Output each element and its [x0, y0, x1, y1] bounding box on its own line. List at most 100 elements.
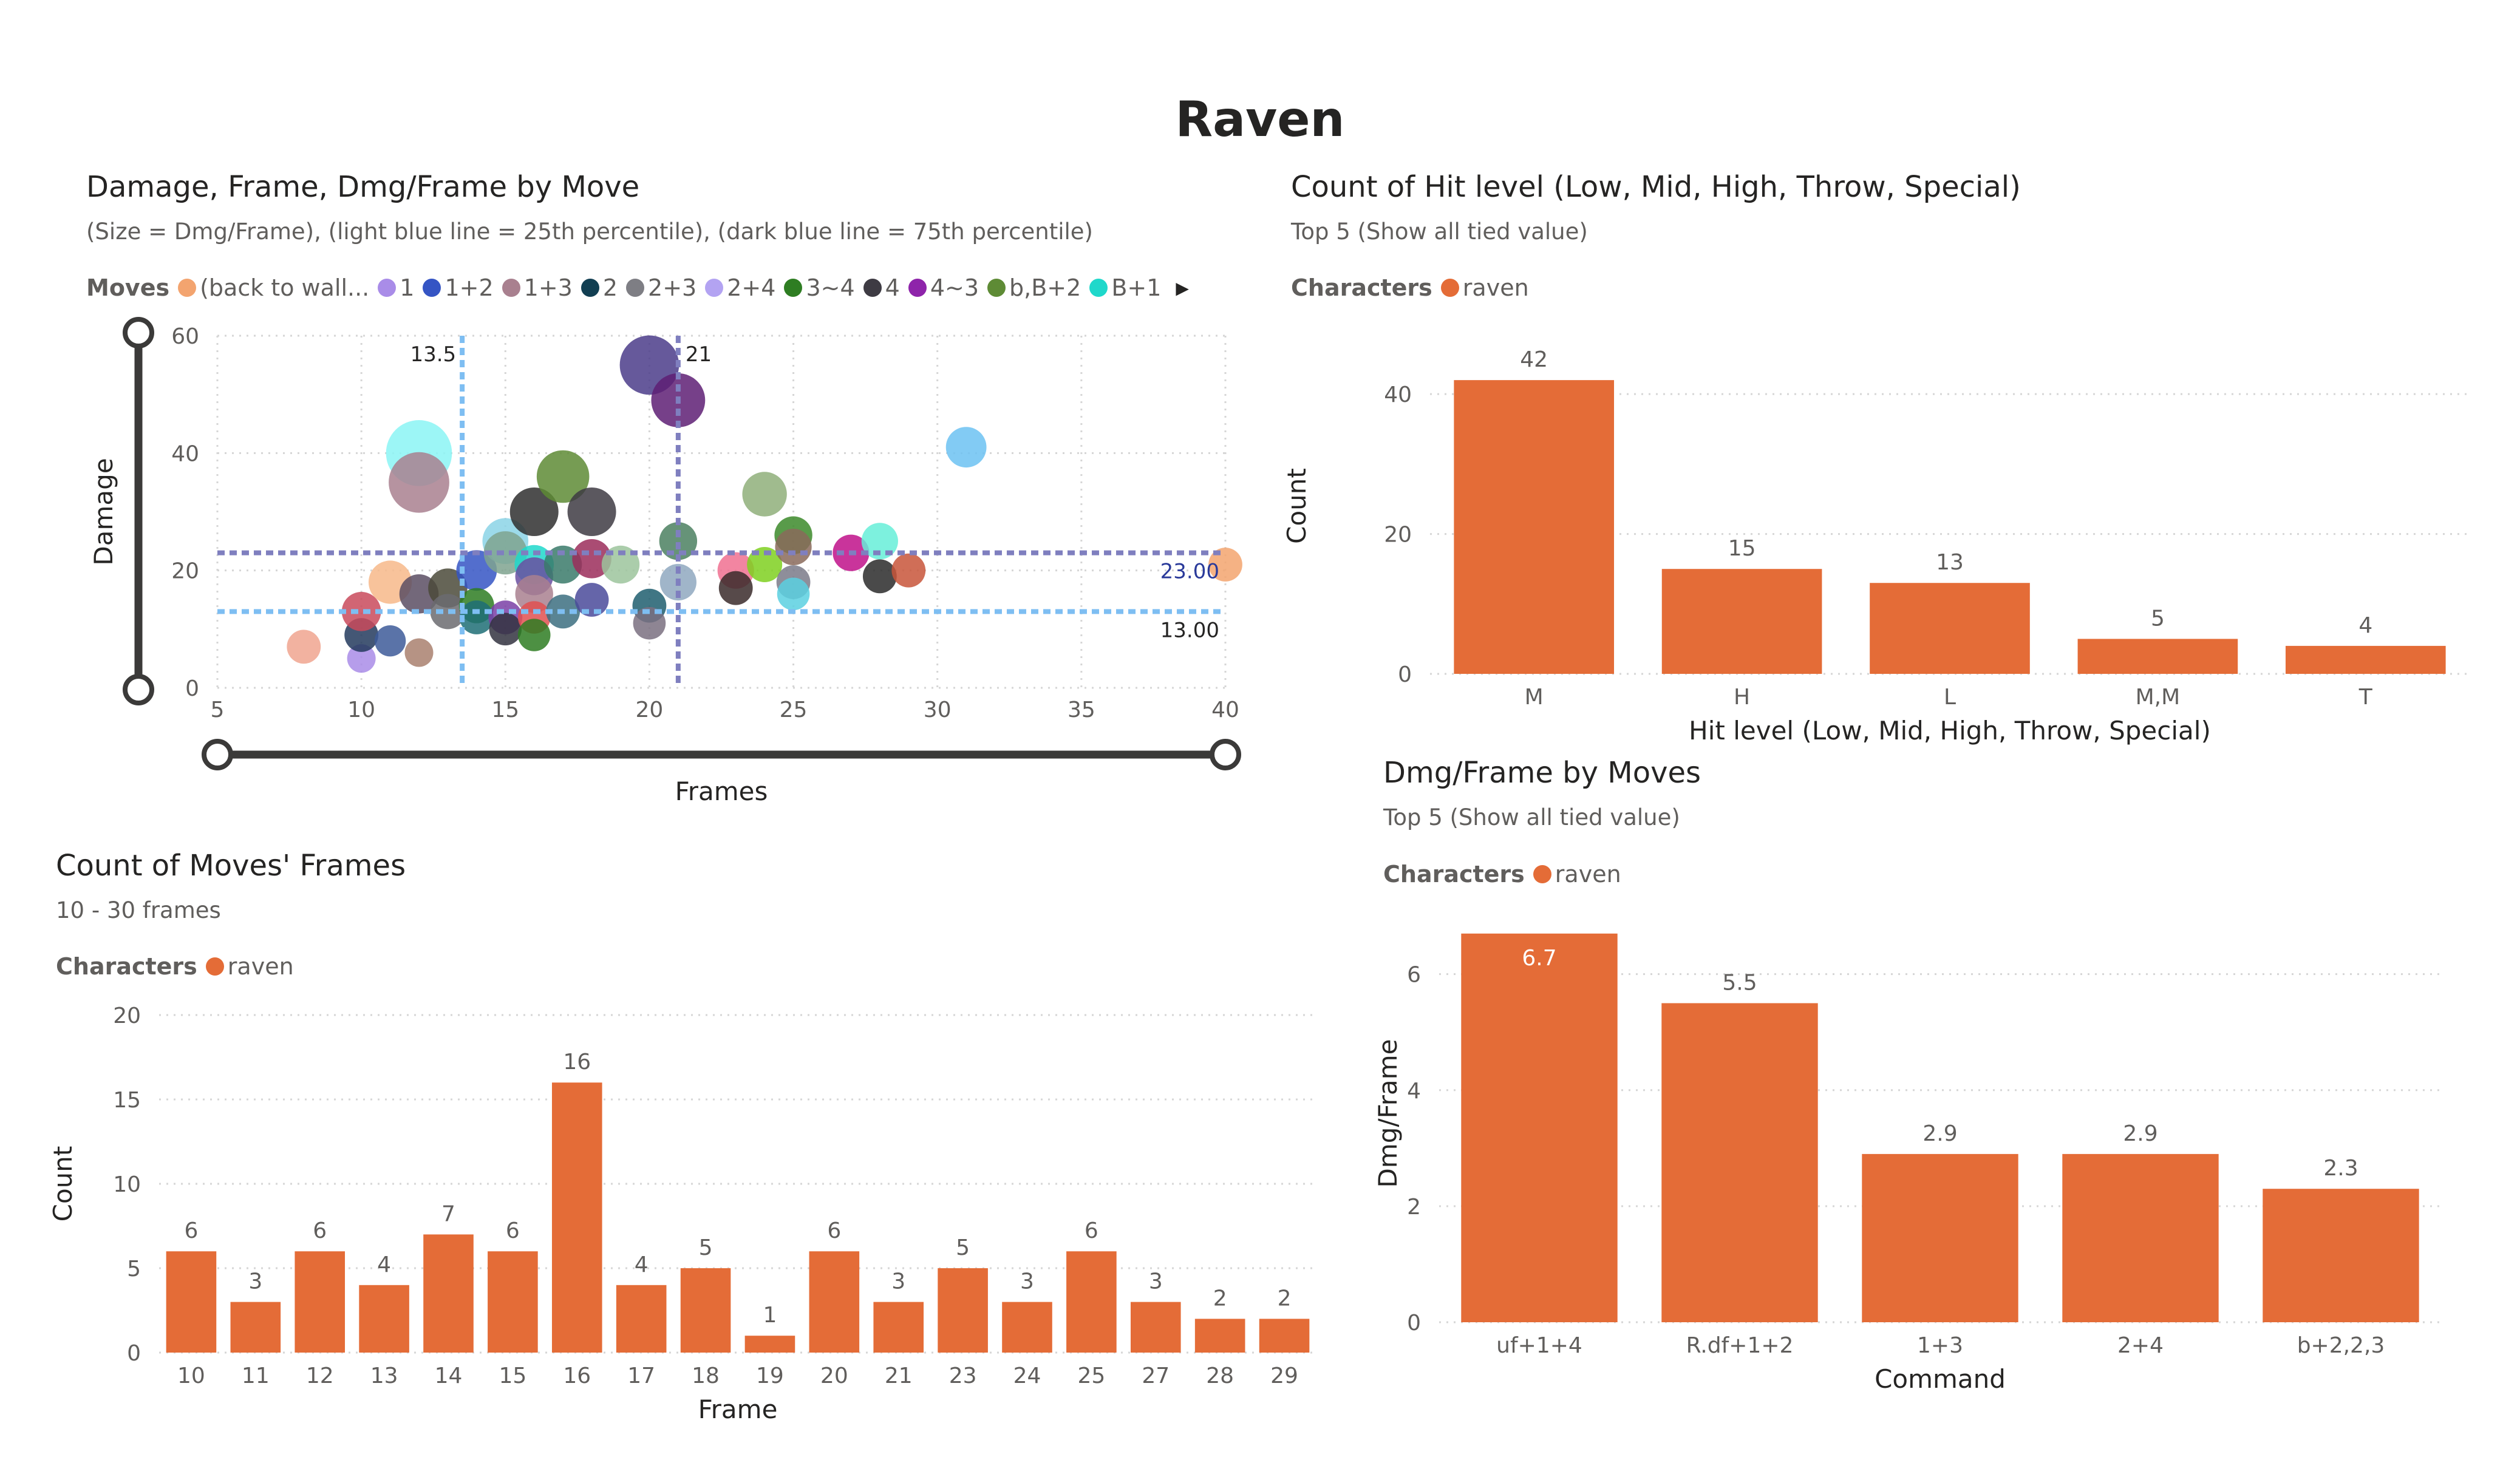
x-tick-label: M,M	[2136, 685, 2181, 710]
legend-title: Characters	[56, 953, 197, 980]
legend-item[interactable]: raven	[1440, 274, 1529, 301]
scatter-point[interactable]	[572, 539, 611, 579]
scatter-point[interactable]	[536, 450, 590, 503]
scatter-point[interactable]	[389, 452, 449, 513]
scatter-point[interactable]	[742, 472, 787, 517]
legend-item[interactable]: b,B+2	[987, 274, 1081, 301]
bar[interactable]	[1194, 1319, 1245, 1353]
scatter-point[interactable]	[404, 638, 434, 667]
legend-item[interactable]: raven	[205, 953, 294, 980]
bar[interactable]	[230, 1302, 281, 1353]
data-label: 3	[1149, 1269, 1163, 1294]
scatter-point[interactable]	[945, 427, 987, 468]
scatter-point[interactable]	[862, 559, 897, 594]
scatter-point[interactable]	[517, 619, 551, 651]
y-tick-label: 5	[127, 1257, 141, 1282]
legend-item[interactable]: 4	[863, 274, 900, 301]
scatter-point[interactable]	[287, 630, 321, 664]
bar[interactable]	[809, 1251, 860, 1353]
scatter-point[interactable]	[515, 575, 553, 613]
bar[interactable]	[1661, 1003, 1818, 1322]
bar[interactable]	[1066, 1251, 1117, 1353]
scatter-point[interactable]	[374, 625, 406, 657]
bar[interactable]	[2062, 1153, 2219, 1322]
scatter-point[interactable]	[891, 553, 926, 588]
scatter-point[interactable]	[509, 487, 559, 536]
bar[interactable]	[938, 1268, 988, 1353]
data-label: 2.9	[1922, 1121, 1957, 1146]
x-tick-label: 11	[242, 1364, 270, 1388]
bar[interactable]	[359, 1285, 409, 1353]
legend-item[interactable]: 2+3	[626, 274, 696, 301]
bar[interactable]	[1862, 1153, 2018, 1322]
x-tick-label: 27	[1142, 1364, 1170, 1388]
bar[interactable]	[1461, 933, 1618, 1322]
bar[interactable]	[680, 1268, 731, 1353]
data-label: 2.3	[2323, 1156, 2358, 1181]
scatter-point[interactable]	[574, 583, 609, 617]
bar[interactable]	[1130, 1302, 1181, 1353]
scatter-point[interactable]	[861, 523, 898, 560]
bar[interactable]	[616, 1285, 667, 1353]
bar[interactable]	[1259, 1319, 1310, 1353]
bar[interactable]	[1870, 583, 2030, 674]
data-label: 3	[248, 1269, 262, 1294]
scatter-point[interactable]	[775, 528, 812, 566]
scatter-point[interactable]	[567, 487, 616, 536]
bar[interactable]	[2285, 645, 2446, 674]
scatter-point[interactable]	[633, 606, 666, 640]
bar[interactable]	[2077, 639, 2238, 674]
legend-item[interactable]: 3~4	[784, 274, 855, 301]
legend-item[interactable]: 2	[581, 274, 618, 301]
legend-item[interactable]: 2+4	[705, 274, 775, 301]
bar[interactable]	[1454, 380, 1615, 674]
legend-title: Characters	[1291, 274, 1432, 301]
legend-label: raven	[1555, 861, 1621, 888]
y-tick-label: 10	[113, 1172, 141, 1197]
legend-item[interactable]: raven	[1533, 861, 1621, 888]
triangle-right-icon[interactable]: ▶	[1176, 277, 1189, 298]
scatter-point[interactable]	[347, 644, 376, 673]
bar[interactable]	[2263, 1189, 2419, 1322]
range-slider-handle-icon[interactable]	[202, 739, 233, 770]
bar[interactable]	[166, 1251, 217, 1353]
legend-item[interactable]: 4~3	[908, 274, 979, 301]
range-slider-handle-icon[interactable]	[123, 317, 154, 348]
bar[interactable]	[551, 1082, 602, 1353]
legend-dot-icon	[1533, 865, 1551, 883]
y-tick-label: 60	[171, 324, 199, 349]
x-tick-label: 15	[499, 1364, 526, 1388]
scatter-point[interactable]	[718, 571, 753, 605]
percentile-75-y-label: 23.00	[1160, 560, 1219, 584]
bar[interactable]	[488, 1251, 538, 1353]
scatter-point[interactable]	[430, 594, 466, 630]
bar[interactable]	[423, 1234, 474, 1353]
bar[interactable]	[744, 1336, 795, 1353]
bar[interactable]	[1661, 569, 1822, 674]
x-tick-label: T	[2358, 685, 2373, 710]
bar[interactable]	[1002, 1302, 1052, 1353]
scatter-point[interactable]	[459, 600, 494, 634]
range-slider-handle-icon[interactable]	[123, 674, 154, 705]
scatter-point[interactable]	[747, 547, 783, 582]
legend-label: B+1	[1111, 274, 1162, 301]
bar[interactable]	[295, 1251, 346, 1353]
x-axis-title: Hit level (Low, Mid, High, Throw, Specia…	[1689, 716, 2211, 745]
framecount-subtitle: 10 - 30 frames	[56, 897, 221, 923]
scatter-point[interactable]	[777, 577, 810, 611]
data-label: 5	[2151, 606, 2165, 631]
legend-item[interactable]: 1+3	[502, 274, 573, 301]
scatter-point[interactable]	[1208, 548, 1242, 582]
legend-item[interactable]: 1+2	[423, 274, 494, 301]
legend-item[interactable]: 1	[378, 274, 414, 301]
legend-item[interactable]: B+1	[1089, 274, 1161, 301]
x-tick-label: b+2,2,3	[2297, 1333, 2385, 1358]
scatter-point[interactable]	[341, 592, 381, 631]
bar[interactable]	[873, 1302, 924, 1353]
scatter-point[interactable]	[489, 613, 522, 646]
x-axis-title: Frame	[698, 1394, 778, 1424]
legend-dot-icon	[705, 279, 724, 297]
range-slider-handle-icon[interactable]	[1210, 739, 1241, 770]
legend-dot-icon	[1440, 279, 1459, 297]
legend-item[interactable]: (back to wall...	[178, 274, 369, 301]
